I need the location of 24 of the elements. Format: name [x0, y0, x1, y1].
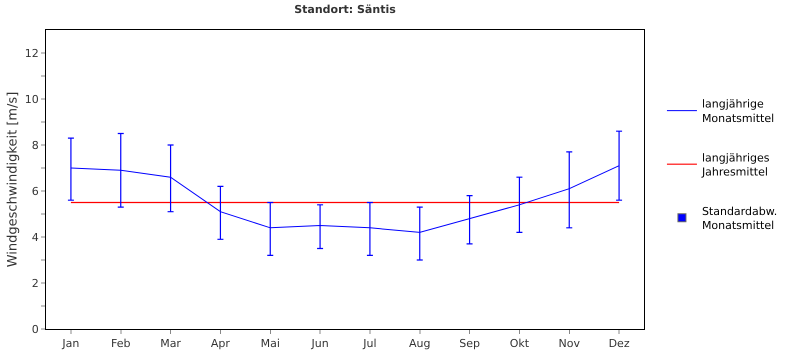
x-tick-label: Jun — [310, 337, 329, 350]
x-tick-label: Nov — [558, 337, 580, 350]
y-tick-label: 8 — [32, 138, 39, 152]
y-tick-label: 2 — [32, 276, 39, 290]
x-tick-label: Apr — [210, 337, 230, 350]
x-tick-label: Dez — [608, 337, 630, 350]
x-tick-label: Feb — [111, 337, 130, 350]
x-tick-label: Mai — [260, 337, 280, 350]
legend-label: langjähriges Jahresmittel — [700, 151, 770, 179]
chart-title: Standort: Säntis — [294, 2, 396, 16]
x-tick-label: Mar — [160, 337, 182, 350]
x-tick-label: Jul — [362, 337, 377, 350]
y-tick-label: 6 — [32, 184, 39, 198]
y-tick-label: 4 — [32, 230, 39, 244]
x-tick-label: Aug — [409, 337, 430, 350]
x-tick-label: Okt — [510, 337, 530, 350]
y-tick-label: 12 — [24, 46, 39, 60]
y-tick-label: 0 — [32, 322, 39, 336]
legend-label: Standardabw. Monatsmittel — [702, 204, 778, 232]
y-axis-title: Windgeschwindigkeit [m/s] — [6, 92, 21, 268]
legend-label: langjährige Monatsmittel — [702, 98, 774, 126]
x-tick-label: Jan — [61, 337, 80, 350]
x-tick-label: Sep — [459, 337, 480, 350]
y-tick-label: 10 — [24, 92, 39, 106]
